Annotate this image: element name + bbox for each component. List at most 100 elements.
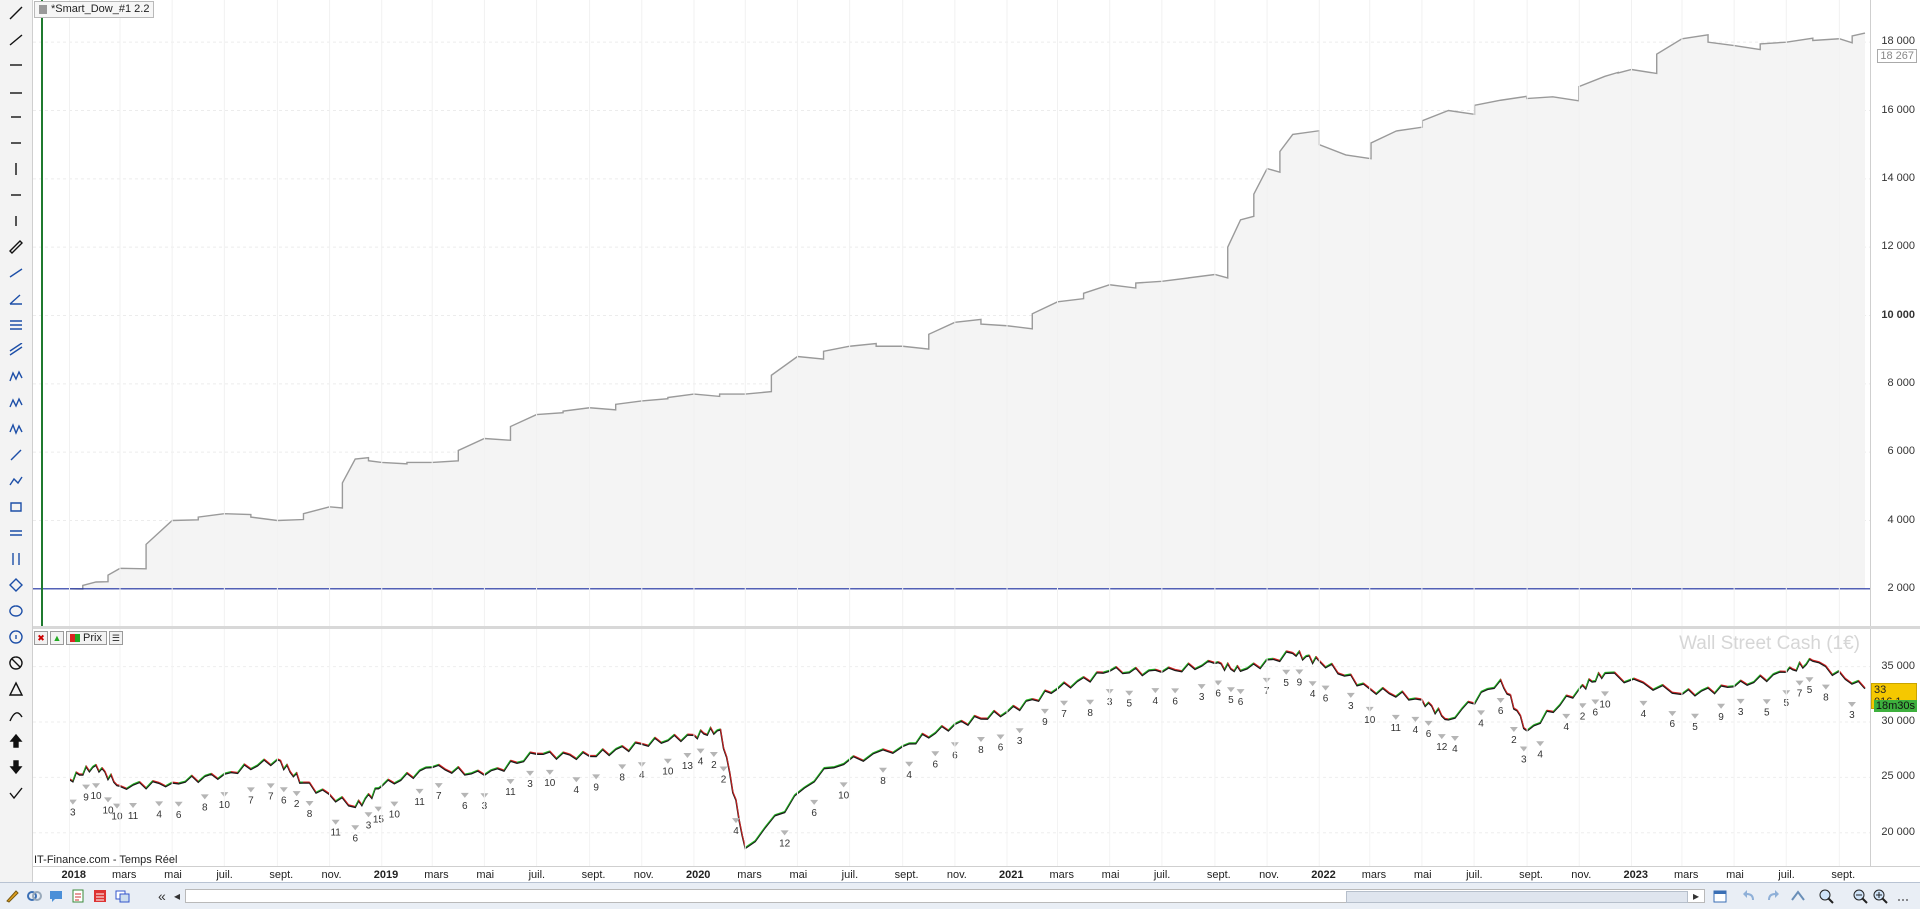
up-candle-segment [576,751,583,758]
triangle-icon[interactable] [4,678,28,700]
up-candle-segment [504,760,511,770]
trend-pencil-icon[interactable] [4,262,28,284]
equity-axis-tick: 2 000 [1887,582,1915,594]
up-candle-segment [935,725,942,732]
scroll-right-icon[interactable]: ▸ [1693,888,1709,904]
list-icon[interactable]: ☰ [109,631,123,645]
more-tools-icon[interactable] [1896,888,1912,904]
windows-icon[interactable] [114,888,130,904]
trade-label: 4 [1413,725,1419,736]
trade-label: 8 [307,809,313,820]
up-candle-segment [1475,691,1482,703]
wave-c-icon[interactable] [4,418,28,440]
target-icon[interactable] [4,626,28,648]
down-candle-segment [720,729,723,748]
angle-icon[interactable] [4,288,28,310]
checkmark-icon[interactable] [4,782,28,804]
vertical-lines-icon[interactable] [4,548,28,570]
trade-label: 3 [1199,692,1205,703]
link-icon[interactable] [26,888,42,904]
down-candle-segment [1839,670,1846,678]
add-indicator-icon[interactable]: ▲ [50,631,64,645]
trade-marker [374,807,382,812]
ray-tool-icon[interactable] [4,28,28,50]
zoom-out-icon[interactable] [1852,888,1868,904]
zoom-fit-icon[interactable] [1818,888,1834,904]
horizontal-line-2-icon[interactable] [4,80,28,102]
down-candle-segment [1858,680,1865,687]
pencil-icon[interactable] [4,888,20,904]
point-segment-icon[interactable] [4,184,28,206]
horizontal-line-icon[interactable] [4,54,28,76]
time-axis-month: juil. [1466,869,1483,881]
scrollbar-thumb[interactable] [1346,891,1688,903]
trade-marker [416,789,424,794]
wave-a-icon[interactable] [4,366,28,388]
rectangle-icon-path [11,503,21,511]
rectangle-icon[interactable] [4,496,28,518]
down-arrow-icon[interactable] [4,756,28,778]
vertical-segment-icon[interactable] [4,210,28,232]
line-tool-icon-glyph [8,5,24,21]
vertical-line-icon[interactable] [4,158,28,180]
diamond-icon[interactable] [4,574,28,596]
pencil-icon[interactable] [4,444,28,466]
trade-marker [546,770,554,775]
trade-marker [781,830,789,835]
circle-cross-icon[interactable] [4,652,28,674]
time-axis-month: mai [789,869,807,881]
trade-label: 5 [1283,678,1289,689]
report-icon[interactable] [70,888,86,904]
redo-icon[interactable] [1764,888,1780,904]
scale-icon[interactable] [1790,888,1806,904]
indicator-title-text: *Smart_Dow_#1 2.2 [51,3,149,15]
time-axis-month: mars [424,869,448,881]
price-tab[interactable]: Prix [66,631,107,645]
zigzag-icon[interactable] [4,470,28,492]
up-candle-segment [1260,659,1267,668]
up-candle-segment [146,781,153,788]
trade-label: 11 [1391,723,1402,734]
down-candle-segment [674,734,681,740]
parallel-lines-icon[interactable] [4,522,28,544]
fibonacci-icon[interactable] [4,314,28,336]
scroll-start-icon[interactable]: « [158,888,174,904]
segment-icon[interactable] [4,106,28,128]
trade-marker [1125,691,1133,696]
trade-marker [1392,715,1400,720]
calendar-icon[interactable] [1712,888,1728,904]
ellipse-icon[interactable] [4,600,28,622]
trade-marker [306,801,314,806]
indicator-title[interactable]: *Smart_Dow_#1 2.2 [34,1,154,18]
trading-system-icon[interactable] [92,888,108,904]
zoom-in-icon[interactable] [1872,888,1888,904]
up-candle-segment [1494,679,1501,687]
undo-icon[interactable] [1742,888,1758,904]
up-arrow-icon[interactable] [4,730,28,752]
line-tool-icon[interactable] [4,2,28,24]
up-candle-segment [629,742,636,750]
trade-marker [1691,714,1699,719]
arc-icon[interactable] [4,704,28,726]
down-candle-segment [550,751,557,758]
close-pane-icon[interactable]: ✖ [34,631,48,645]
price-pane[interactable]: 3910101011468107762811631510117631131049… [33,629,1870,866]
trade-label: 13 [682,761,694,772]
horizontal-scrollbar[interactable] [185,889,1705,903]
equity-axis-tick: 14 000 [1881,172,1915,184]
trade-marker [1737,699,1745,704]
chat-icon[interactable] [48,888,64,904]
trade-marker [129,803,137,808]
channel-icon[interactable] [4,340,28,362]
time-axis-year: 2019 [374,869,398,881]
segment-end-icon[interactable] [4,132,28,154]
parallel-lines-icon-glyph [8,525,24,541]
trade-label: 9 [1297,678,1303,689]
equity-pane[interactable]: *Smart_Dow_#1 2.2 [33,0,1870,627]
wave-b-icon[interactable] [4,392,28,414]
ruler-icon[interactable] [4,236,28,258]
trade-label: 15 [373,815,385,826]
